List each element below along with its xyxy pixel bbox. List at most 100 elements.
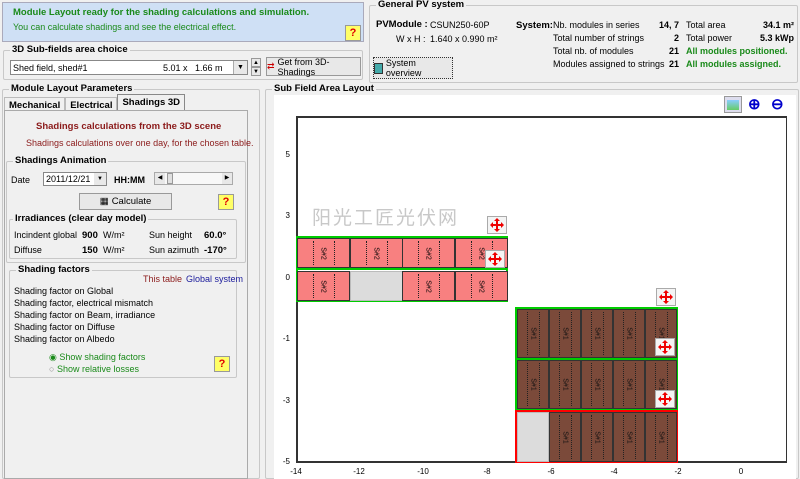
move-icon[interactable] [487,216,507,234]
date-value: 2011/12/21 [46,174,90,184]
this-table-header: This table [143,274,182,284]
pv-module[interactable]: S#2 [350,238,403,268]
tab-shadings-3d[interactable]: Shadings 3D [117,94,185,111]
pv-module[interactable]: S#1 [645,412,677,462]
date-picker[interactable]: 2011/12/21 ▼ [43,172,107,186]
radio-checked-icon[interactable]: ◉ [49,352,57,362]
calculate-button[interactable]: ▦Calculate [79,193,172,210]
move-icon[interactable] [485,250,505,268]
module-label: S#1 [530,378,537,390]
wh-value: 1.640 x 0.990 m² [430,34,498,44]
get-from-3d-button[interactable]: ⇄Get from 3D-Shadings [266,57,361,76]
help-button[interactable]: ? [345,25,361,41]
calculator-icon: ▦ [100,196,109,207]
pv-module[interactable]: S#2 [402,271,455,301]
irr-label: Incindent global [14,230,77,240]
scroll-left-icon[interactable]: ◀ [155,173,165,184]
subfield-value: Shed field, shed#1 [13,63,88,73]
time-slider[interactable]: ◀ ▶ [154,172,233,185]
pv-module[interactable]: S#1 [581,309,613,358]
spin-down-button[interactable]: ▼ [251,67,261,76]
positioned-status: All modules positioned. [686,46,788,56]
empty-slot[interactable] [350,271,403,301]
document-icon [374,63,383,74]
module-label: S#1 [594,378,601,390]
slider-thumb[interactable] [167,173,173,184]
module-label: S#2 [373,247,380,259]
radio-show-losses[interactable]: ○ Show relative losses [49,364,139,374]
pv-module[interactable]: S#2 [297,271,350,301]
y-tick-label: -3 [276,396,290,405]
subfield-select[interactable]: Shed field, shed#1 5.01 x 1.66 m ▼ [10,60,248,75]
pv-module[interactable]: S#1 [549,360,581,409]
x-tick-label: -4 [606,467,622,476]
move-icon[interactable] [655,338,675,356]
help-button[interactable]: ? [214,356,230,372]
pv-module[interactable]: S#1 [613,360,645,409]
factor-item: Shading factor on Albedo [14,333,155,345]
tab-electrical[interactable]: Electrical [65,97,117,111]
pv-module[interactable]: S#2 [402,238,455,268]
module-label: S#1 [626,378,633,390]
export-image-icon[interactable] [724,96,742,113]
chevron-down-icon[interactable]: ▼ [233,61,247,74]
stat-label: Total nb. of modules [553,46,634,56]
tab-mechanical[interactable]: Mechanical [4,97,65,111]
module-value: CSUN250-60P [430,20,490,30]
module-label: S#2 [320,280,327,292]
radio-unchecked-icon[interactable]: ○ [49,364,54,374]
pv-module[interactable]: S#1 [517,360,549,409]
sun-label: Sun height [149,230,192,240]
animation-title: Shadings Animation [13,155,108,166]
wh-label: W x H : [396,34,426,44]
shadings-subheading: Shadings calculations over one day, for … [26,138,253,148]
calculate-label: Calculate [112,196,152,207]
chevron-down-icon[interactable]: ▼ [94,173,106,185]
empty-slot[interactable] [517,412,549,462]
assigned-status: All modules assigned. [686,59,781,69]
move-icon[interactable] [656,288,676,306]
pv-module[interactable]: S#1 [581,360,613,409]
zoom-in-icon[interactable]: ⊕ [748,95,761,113]
module-label: S#1 [530,327,537,339]
x-tick-label: -12 [351,467,367,476]
y-tick-label: -5 [276,457,290,466]
module-label: S#2 [478,280,485,292]
irr-value: 150 [82,245,98,256]
zoom-out-icon[interactable]: ⊖ [771,95,784,113]
scroll-right-icon[interactable]: ▶ [222,173,232,184]
radio-show-factors[interactable]: ◉ Show shading factors [49,352,145,363]
pv-module[interactable]: S#2 [455,271,508,301]
module-label: S#2 [425,247,432,259]
pv-module[interactable]: S#1 [549,412,581,462]
stat-label: Nb. modules in series [553,20,640,30]
pv-module[interactable]: S#1 [613,412,645,462]
total-power-label: Total power [686,33,732,43]
subfields-title: 3D Sub-fields area choice [10,44,130,55]
pv-module[interactable]: S#2 [297,238,350,268]
system-overview-button[interactable]: System overview [373,57,453,79]
pv-module[interactable]: S#1 [613,309,645,358]
move-icon[interactable] [655,390,675,408]
stat-label: Modules assigned to strings [553,59,665,69]
help-button[interactable]: ? [218,194,234,210]
irr-unit: W/m² [103,245,125,255]
irradiance-title: Irradiances (clear day model) [13,213,148,224]
tab-bar: Mechanical Electrical Shadings 3D [4,94,185,111]
factor-item: Shading factor, electrical mismatch [14,297,155,309]
module-label: S#2 [478,247,485,259]
subfields-group: 3D Sub-fields area choice Shed field, sh… [3,50,363,80]
module-label: S#1 [562,431,569,443]
status-subtitle: You can calculate shadings and see the e… [13,22,236,32]
system-stats: Nb. modules in series14, 7 Total number … [553,20,679,72]
module-label: S#2 [320,247,327,259]
params-title: Module Layout Parameters [9,83,134,94]
stat-value: 21 [669,46,679,56]
module-label: S#1 [594,431,601,443]
pv-module[interactable]: S#1 [517,309,549,358]
total-area-label: Total area [686,20,726,30]
pv-module[interactable]: S#1 [581,412,613,462]
y-tick-label: -1 [276,334,290,343]
pv-module[interactable]: S#1 [549,309,581,358]
spin-up-button[interactable]: ▲ [251,58,261,67]
